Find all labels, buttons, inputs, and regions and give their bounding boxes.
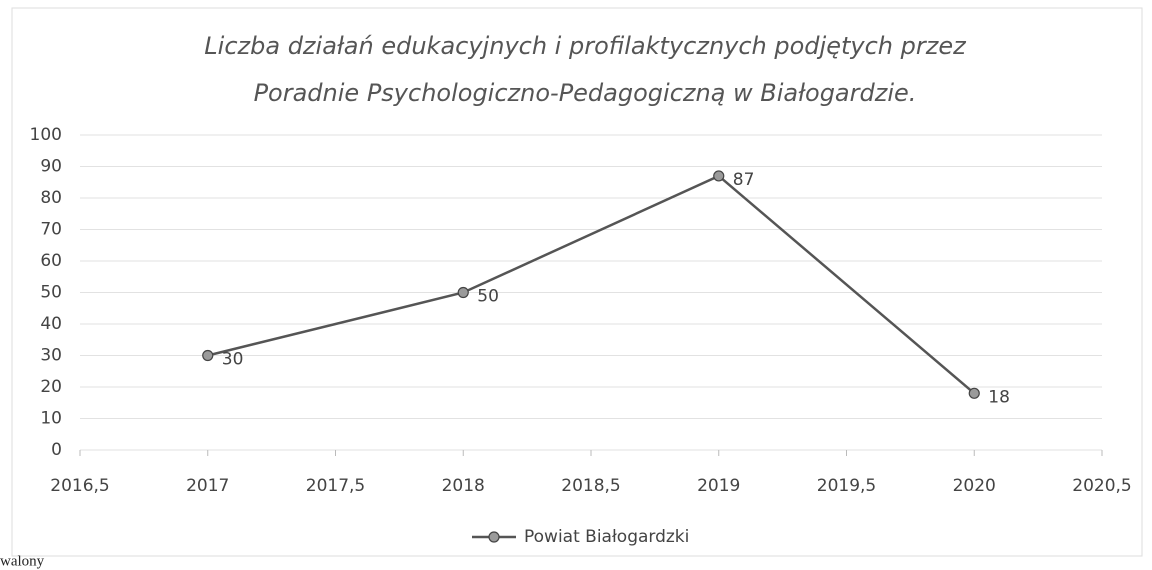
y-tick-label: 20 — [40, 377, 62, 397]
x-tick-label: 2018,5 — [561, 476, 620, 496]
data-label: 30 — [222, 350, 244, 370]
x-tick-label: 2020 — [953, 476, 996, 496]
legend-marker — [488, 531, 500, 543]
x-tick-label: 2019 — [697, 476, 740, 496]
y-tick-label: 50 — [40, 283, 62, 303]
chart-frame — [11, 7, 1143, 557]
data-label: 18 — [988, 387, 1010, 407]
x-tick-label: 2020,5 — [1072, 476, 1131, 496]
legend-label: Powiat Białogardzki — [524, 527, 689, 547]
chart-title: Liczba działań edukacyjnych i profilakty… — [204, 32, 967, 60]
data-line — [207, 174, 976, 395]
y-tick-label: 10 — [40, 409, 62, 429]
data-label: 87 — [733, 170, 755, 190]
y-tick-label: 100 — [30, 125, 62, 145]
chart-title: Poradnie Psychologiczno-Pedagogiczną w B… — [254, 79, 917, 107]
y-tick-label: 80 — [40, 188, 62, 208]
x-tick-label: 2018 — [442, 476, 485, 496]
data-point — [713, 170, 725, 182]
data-label: 50 — [477, 287, 499, 307]
page-fragment: walony — [0, 553, 45, 569]
y-tick-label: 90 — [40, 157, 62, 177]
x-tick-label: 2017,5 — [306, 476, 365, 496]
y-tick-label: 60 — [40, 251, 62, 271]
data-point — [457, 286, 469, 299]
y-tick-label: 30 — [40, 346, 62, 366]
x-tick-label: 2016,5 — [50, 476, 109, 496]
data-point — [202, 349, 214, 362]
y-tick-label: 70 — [40, 220, 62, 240]
x-tick-label: 2019,5 — [817, 476, 876, 496]
y-tick-label: 0 — [51, 440, 62, 460]
y-tick-label: 40 — [40, 314, 62, 334]
x-tick-label: 2017 — [186, 476, 229, 496]
data-point — [968, 387, 980, 399]
